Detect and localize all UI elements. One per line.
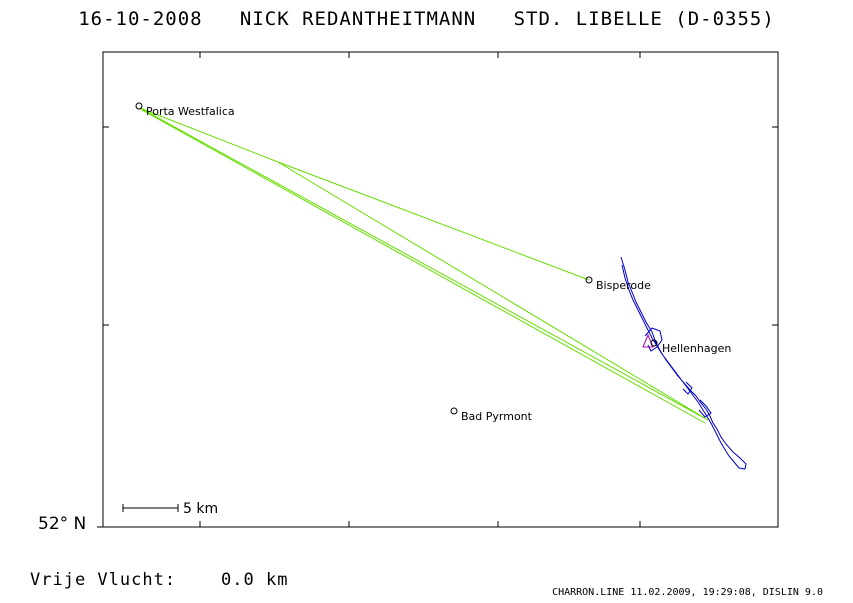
frame-ticks xyxy=(97,52,778,528)
flight-date: 16-10-2008 xyxy=(78,8,203,30)
latitude-label: 52° N xyxy=(38,514,87,534)
task-lines xyxy=(139,107,709,424)
free-flight-distance: Vrije Vlucht: 0.0 km xyxy=(30,570,288,590)
marker-bisperode xyxy=(585,276,593,284)
scale-bar xyxy=(122,504,179,512)
glider-type: STD. LIBELLE (D-0355) xyxy=(513,8,775,30)
marker-hellenhagen xyxy=(650,339,658,347)
map-frame xyxy=(102,51,779,528)
place-label-porta-westfalica: Porta Westfalica xyxy=(146,105,235,118)
scale-label: 5 km xyxy=(183,501,218,517)
free-flight-value: 0.0 km xyxy=(221,570,289,590)
free-flight-label: Vrije Vlucht: xyxy=(30,570,177,590)
pilot-name: NICK REDANTHEITMANN xyxy=(239,8,477,30)
place-label-hellenhagen: Hellenhagen xyxy=(662,342,731,355)
place-markers xyxy=(135,102,658,415)
flight-track xyxy=(620,256,747,470)
map-title: 16-10-2008 NICK REDANTHEITMANN STD. LIBE… xyxy=(0,8,853,30)
marker-porta-westfalica xyxy=(135,102,143,110)
place-label-bisperode: Bisperode xyxy=(596,279,651,292)
marker-bad-pyrmont xyxy=(450,407,458,415)
place-label-bad-pyrmont: Bad Pyrmont xyxy=(461,410,533,423)
footer-credits: CHARRON.LINE 11.02.2009, 19:29:08, DISLI… xyxy=(552,587,823,598)
start-triangle xyxy=(642,333,654,348)
